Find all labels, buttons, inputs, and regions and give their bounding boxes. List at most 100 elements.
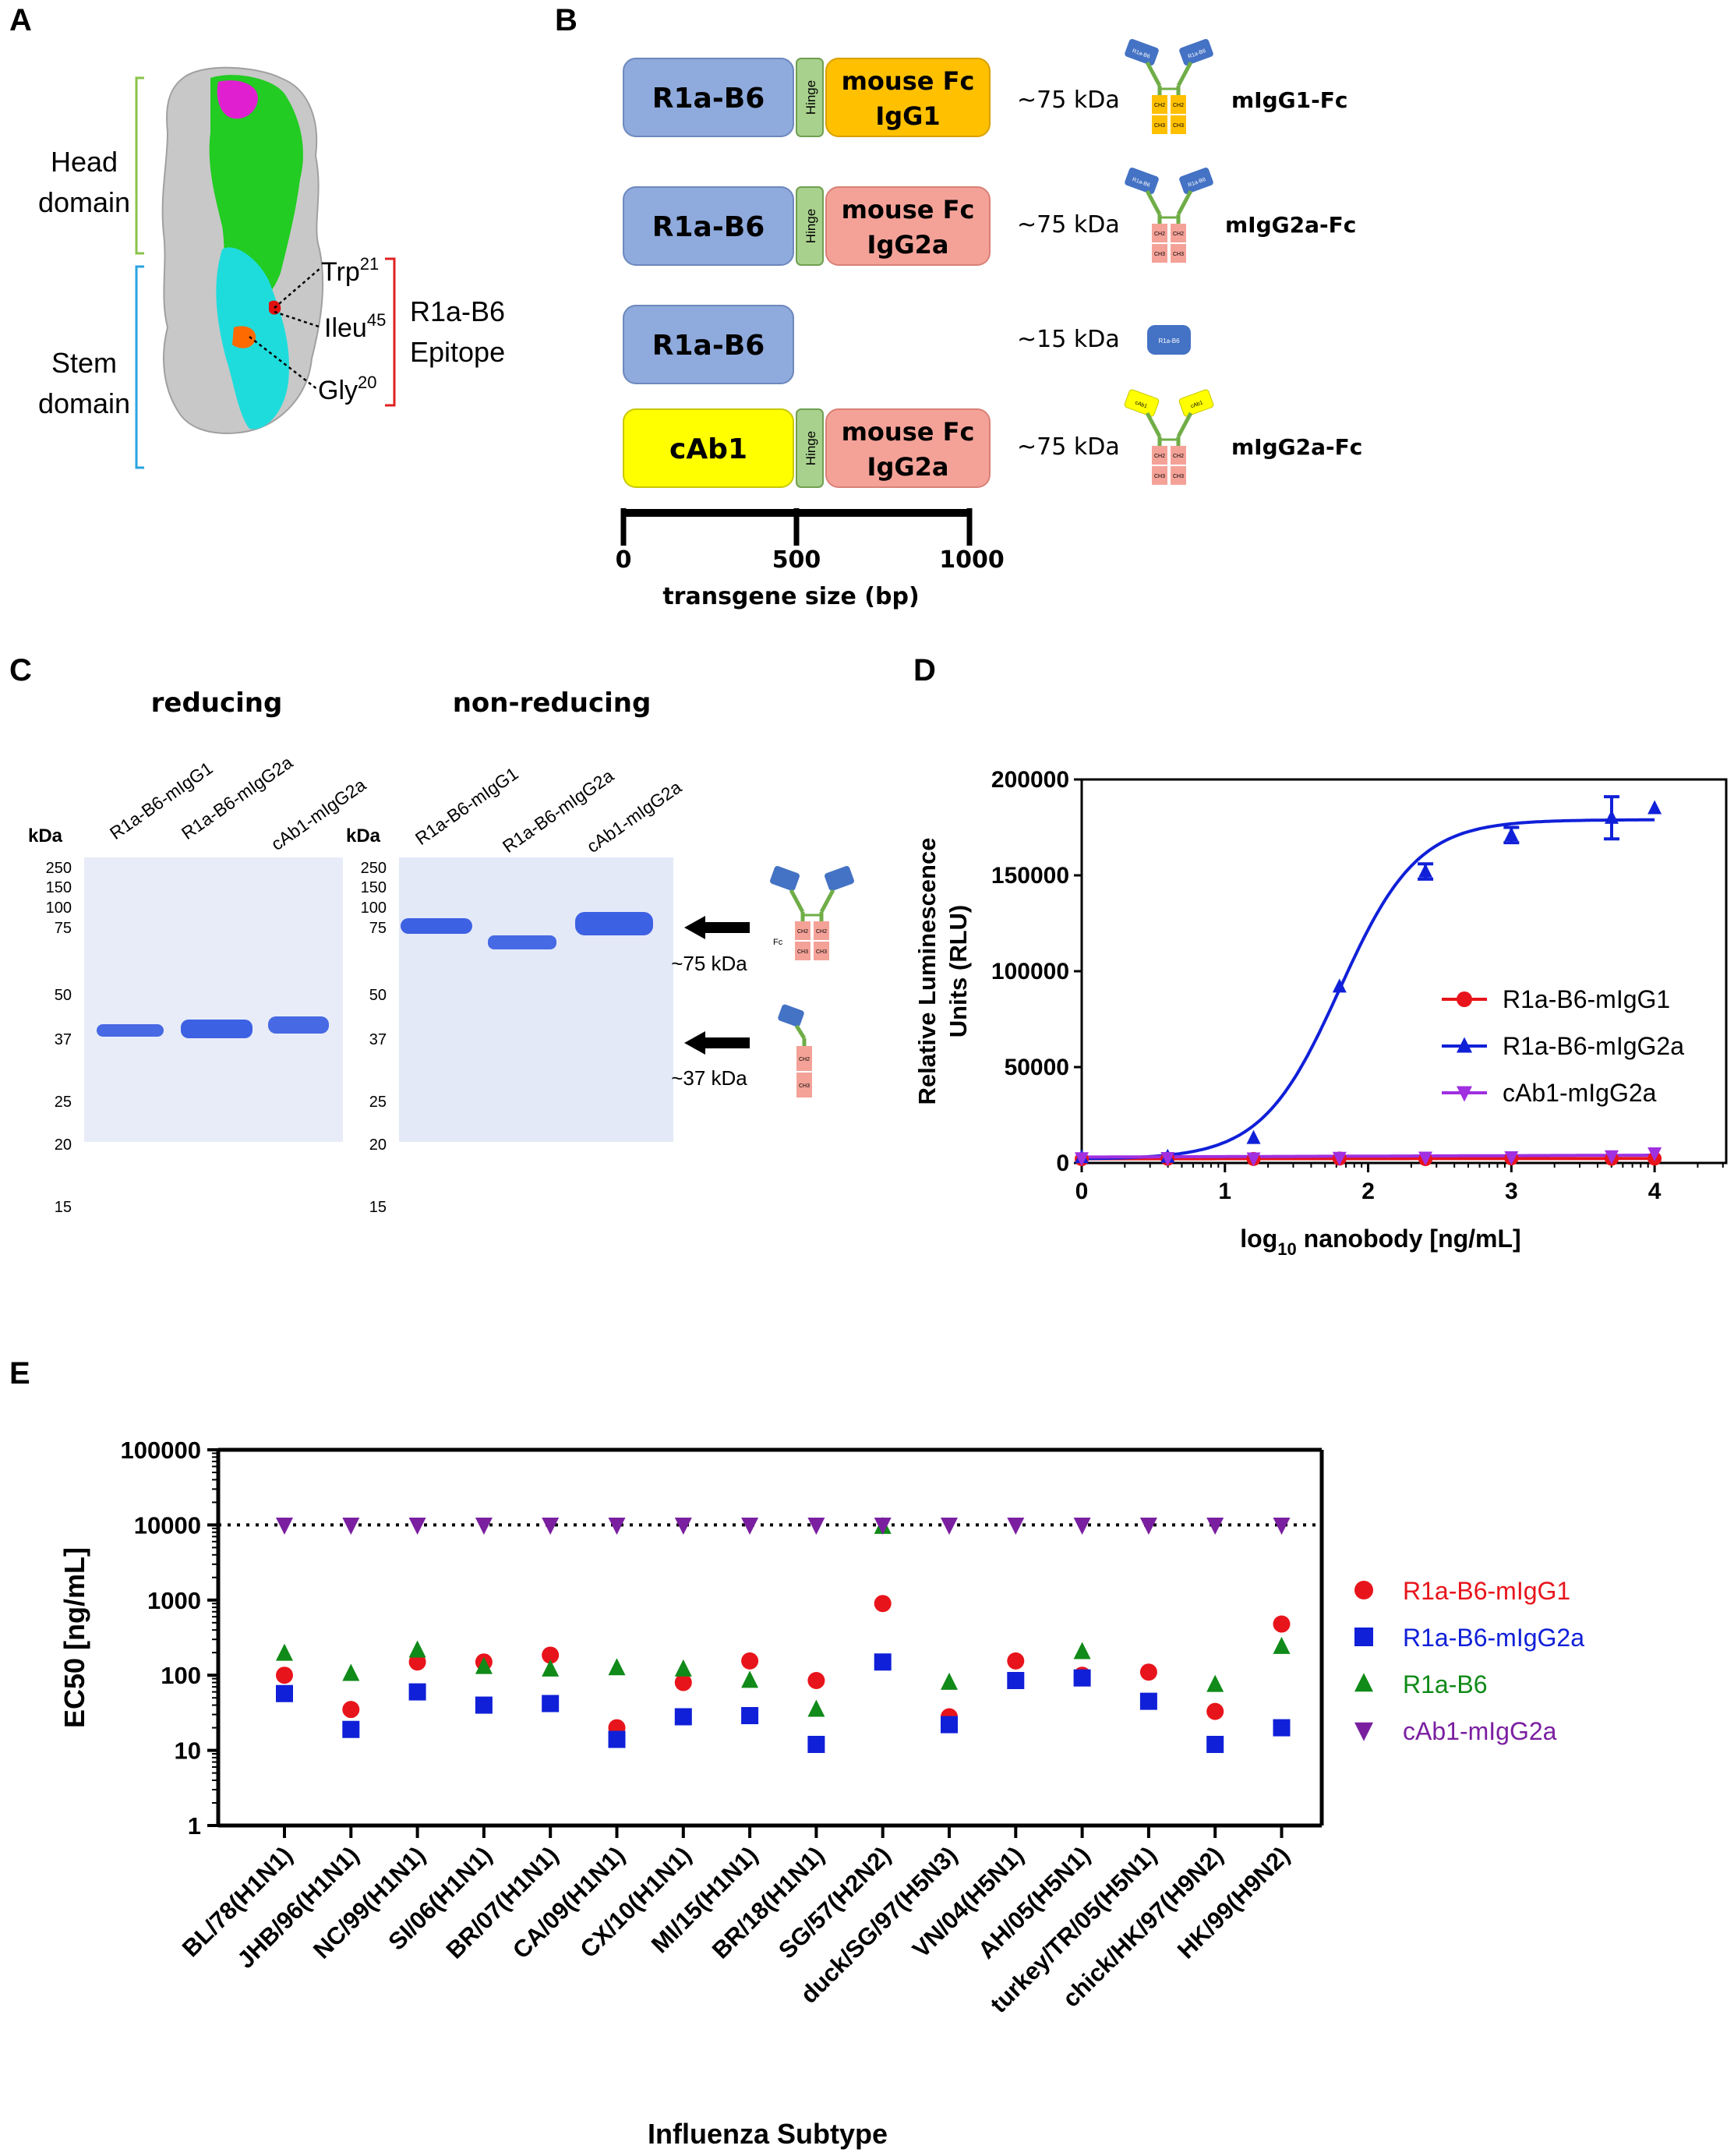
data-point-cAb1-mIgG2a xyxy=(941,1518,958,1536)
vhh-label-2: R1a-B6 xyxy=(652,211,765,243)
data-point-cAb1-mIgG2a xyxy=(674,1518,692,1536)
construct-name-4: mIgG2a-Fc xyxy=(1231,434,1362,460)
x-axis-label: log10 nanobody [ng/mL] xyxy=(1240,1225,1520,1259)
data-point-R1a-B6-mIgG2a xyxy=(1604,809,1619,824)
scale-label: transgene size (bp) xyxy=(662,583,919,610)
construct-name-1: mIgG1-Fc xyxy=(1231,87,1347,113)
icon-ch-label-1a: CH2 xyxy=(1154,103,1165,108)
marker-nr-25: 25 xyxy=(369,1094,387,1111)
hinge-label-4: Hinge xyxy=(803,431,818,465)
head-domain-label-2: domain xyxy=(38,186,130,218)
vhh-label-1: R1a-B6 xyxy=(652,83,765,115)
data-point-R1a-B6-mIgG2a xyxy=(674,1708,692,1726)
data-point-R1a-B6-mIgG2a xyxy=(1647,800,1662,815)
legend-marker xyxy=(1457,1037,1472,1053)
data-point-R1a-B6-mIgG2a xyxy=(741,1707,759,1725)
data-point-R1a-B6-mIgG1 xyxy=(408,1653,426,1671)
y-tick-label: 150000 xyxy=(991,863,1069,889)
data-point-R1a-B6-mIgG2a xyxy=(1073,1669,1091,1687)
legend-label: cAb1-mIgG2a xyxy=(1403,1717,1557,1745)
data-point-cAb1-mIgG2a xyxy=(1007,1518,1025,1536)
c-icon-ch-label-a: CH2 xyxy=(797,929,808,935)
data-point-R1a-B6-mIgG1 xyxy=(1206,1702,1224,1720)
vhh-label-4: cAb1 xyxy=(669,433,747,465)
fc-label-4b: IgG2a xyxy=(867,452,949,482)
fit-curve-R1a-B6-mIgG2a xyxy=(1082,818,1655,1161)
data-point-R1a-B6-mIgG2a xyxy=(1418,863,1433,878)
data-point-cAb1-mIgG2a xyxy=(807,1518,825,1536)
panel-b-constructs: R1a-B6 Hinge mouse Fc IgG1 ~75 kDa R1a-B… xyxy=(616,39,1362,610)
stem-domain-label-2: domain xyxy=(38,387,130,419)
scale-tick-1000: 1000 xyxy=(939,546,1005,574)
data-point-R1a-B6-mIgG2a xyxy=(342,1720,360,1738)
legend-marker xyxy=(1457,991,1472,1007)
data-point-R1a-B6-mIgG1 xyxy=(1007,1652,1025,1670)
data-point-cAb1-mIgG2a xyxy=(1647,1147,1662,1162)
c-half-icon-ch-label-a: CH2 xyxy=(799,1057,810,1062)
icon-ch-label-4c: CH3 xyxy=(1154,474,1165,479)
half-antibody-icon: CH2 CH3 xyxy=(778,1004,812,1097)
stem-domain-label-1: Stem xyxy=(51,347,117,379)
y-tick-label: 10000 xyxy=(134,1511,201,1539)
data-point-cAb1-mIgG2a xyxy=(475,1518,493,1536)
y-tick-label: 10 xyxy=(175,1737,201,1765)
data-point-R1a-B6 xyxy=(1206,1674,1224,1692)
icon-ch-label-4d: CH3 xyxy=(1173,474,1184,479)
data-point-R1a-B6-mIgG2a xyxy=(807,1735,825,1753)
icon-ch-label-2c: CH3 xyxy=(1154,252,1165,257)
arrow-75-label: ~75 kDa xyxy=(671,952,747,975)
icon-ch-label-2d: CH3 xyxy=(1173,252,1184,257)
markers-reducing: 250 150 100 75 50 37 25 20 15 xyxy=(46,860,72,1216)
data-point-cAb1-mIgG2a xyxy=(1073,1518,1091,1536)
data-point-R1a-B6 xyxy=(408,1640,426,1658)
non-reducing-title: non-reducing xyxy=(453,687,652,719)
data-point-R1a-B6-mIgG1 xyxy=(874,1595,892,1613)
size-label-3: ~15 kDa xyxy=(1017,326,1120,353)
icon-ch-label-1c: CH3 xyxy=(1154,123,1165,129)
icon-ch-label-2b: CH2 xyxy=(1173,232,1184,237)
icon-ch-label-1d: CH3 xyxy=(1173,123,1184,129)
data-point-cAb1-mIgG2a xyxy=(408,1518,426,1536)
legend-marker xyxy=(1354,1581,1373,1599)
x-tick-label: 1 xyxy=(1218,1179,1231,1204)
data-point-cAb1-mIgG2a xyxy=(542,1518,560,1536)
c-half-icon-ch-label-b: CH3 xyxy=(799,1083,810,1089)
data-point-R1a-B6 xyxy=(276,1643,293,1661)
y-axis-label: EC50 [ng/mL] xyxy=(58,1547,90,1728)
mIgG2a-fc-icon: R1a-B6 R1a-B6 CH2 CH2 CH3 CH3 xyxy=(1125,168,1213,263)
y-tick-label: 1 xyxy=(188,1812,201,1840)
data-point-cAb1-mIgG2a xyxy=(1139,1518,1157,1536)
data-point-R1a-B6-mIgG2a xyxy=(1332,978,1347,993)
x-tick-label: 3 xyxy=(1505,1179,1518,1204)
size-label-4: ~75 kDa xyxy=(1017,433,1120,461)
fc-label-1a: mouse Fc xyxy=(842,66,975,96)
reducing-gel xyxy=(84,857,343,1142)
arrow-37-kda: ~37 kDa xyxy=(671,1031,750,1090)
y-tick-label: 0 xyxy=(1056,1150,1069,1176)
marker-nr-15: 15 xyxy=(369,1199,387,1216)
data-point-R1a-B6-mIgG1 xyxy=(276,1666,293,1684)
legend-label: R1a-B6-mIgG1 xyxy=(1503,985,1670,1013)
ileu-label: Ileu45 xyxy=(324,310,386,343)
data-point-cAb1-mIgG2a xyxy=(1206,1518,1224,1536)
data-point-cAb1-mIgG2a xyxy=(1418,1151,1433,1166)
fc-label-4a: mouse Fc xyxy=(842,417,975,447)
icon-ch-label-4b: CH2 xyxy=(1173,454,1184,459)
cab1-mIgG2a-fc-icon: cAb1 cAb1 CH2 CH2 CH3 CH3 xyxy=(1124,389,1214,485)
scale-tick-0: 0 xyxy=(616,546,632,574)
marker-nr-75: 75 xyxy=(369,920,387,937)
data-point-cAb1-mIgG2a xyxy=(1075,1152,1089,1167)
x-tick-label: 2 xyxy=(1361,1179,1375,1204)
arrow-75-kda: ~75 kDa xyxy=(671,916,750,975)
data-point-cAb1-mIgG2a xyxy=(741,1518,759,1536)
marker-red-37: 37 xyxy=(55,1031,72,1048)
data-point-cAb1-mIgG2a xyxy=(1160,1151,1175,1166)
icon-ch-label-4a: CH2 xyxy=(1154,454,1165,459)
data-point-R1a-B6 xyxy=(941,1672,958,1690)
y-tick-label: 50000 xyxy=(1005,1055,1069,1080)
panel-label-c: C xyxy=(9,653,32,687)
icon-ch-label-1b: CH2 xyxy=(1173,103,1184,108)
legend-marker xyxy=(1354,1722,1373,1741)
mIgG1-fc-icon: R1a-B6 R1a-B6 CH2 CH2 CH3 CH3 xyxy=(1125,39,1213,134)
x-axis-label: Influenza Subtype xyxy=(648,2118,888,2150)
